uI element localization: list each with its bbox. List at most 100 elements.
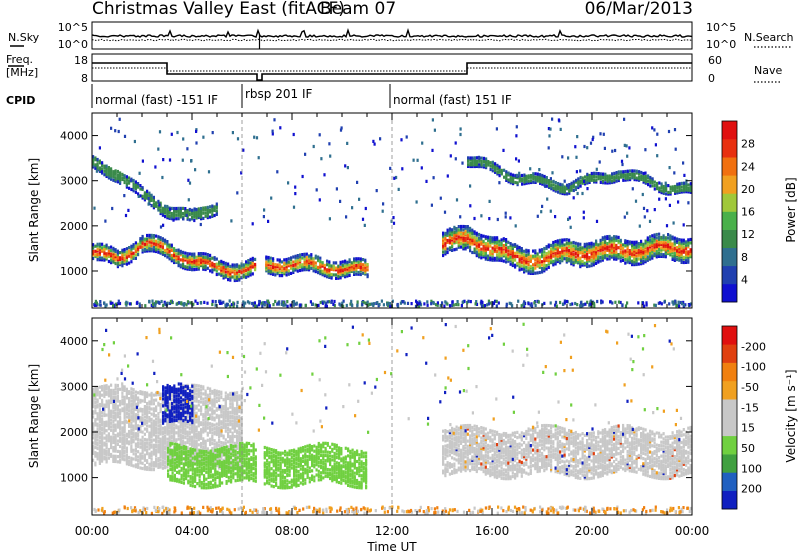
power-cell bbox=[610, 255, 613, 259]
power-cell bbox=[161, 237, 164, 241]
power-cell bbox=[669, 246, 672, 250]
vel-cell bbox=[114, 413, 117, 417]
power-cell bbox=[608, 253, 611, 257]
vel-cell bbox=[157, 393, 160, 397]
vel-cell bbox=[195, 441, 198, 445]
power-cell bbox=[595, 175, 598, 179]
power-cell bbox=[461, 161, 464, 165]
vel-cell bbox=[200, 412, 203, 416]
power-cell bbox=[644, 246, 647, 250]
vel-cell bbox=[119, 458, 122, 462]
power-cell bbox=[561, 302, 565, 306]
power-cell bbox=[294, 261, 297, 265]
vel-cell bbox=[143, 463, 146, 468]
power-cell bbox=[635, 254, 638, 258]
power-cell bbox=[173, 252, 176, 256]
freq-tick-bottom: 8 bbox=[81, 72, 88, 85]
power-cell bbox=[687, 188, 690, 192]
power-cell bbox=[521, 179, 524, 183]
power-cell bbox=[509, 262, 512, 266]
power-cell bbox=[509, 242, 512, 246]
vel-cell bbox=[155, 453, 158, 458]
power-cell bbox=[98, 146, 101, 150]
power-cell bbox=[461, 300, 464, 304]
vel-cell bbox=[103, 391, 106, 395]
vel-cell bbox=[96, 415, 99, 419]
vel-cell bbox=[143, 453, 146, 457]
power-cell bbox=[582, 216, 585, 220]
vel-cell bbox=[202, 387, 205, 391]
power-cell bbox=[475, 245, 478, 249]
power-cell bbox=[548, 184, 551, 188]
power-cell bbox=[505, 241, 508, 245]
power-cell bbox=[448, 234, 451, 238]
power-cell bbox=[568, 183, 571, 187]
power-cell bbox=[487, 257, 490, 262]
power-cell bbox=[514, 244, 517, 248]
vel-cell bbox=[191, 454, 194, 458]
power-cell bbox=[552, 251, 555, 255]
power-cell bbox=[454, 141, 457, 145]
power-cell bbox=[570, 257, 573, 261]
power-cell bbox=[655, 243, 658, 247]
power-cell bbox=[613, 247, 616, 251]
vel-cell bbox=[141, 416, 144, 420]
vel-cell bbox=[164, 407, 167, 411]
power-cell bbox=[92, 156, 95, 160]
power-cell bbox=[502, 252, 505, 256]
vel-cell bbox=[177, 437, 180, 441]
power-cell bbox=[631, 171, 634, 175]
power-cell bbox=[455, 237, 458, 241]
power-cell bbox=[689, 190, 692, 194]
power-cell bbox=[329, 154, 332, 158]
power-cell bbox=[242, 300, 245, 304]
vel-cell bbox=[155, 422, 158, 426]
vel-cell bbox=[119, 432, 122, 436]
power-cell bbox=[547, 257, 550, 261]
power-cell bbox=[484, 248, 487, 253]
power-cell bbox=[563, 252, 566, 256]
power-cell bbox=[154, 304, 157, 308]
power-cell bbox=[658, 181, 661, 185]
power-cell bbox=[267, 262, 270, 266]
power-cell bbox=[191, 252, 194, 256]
power-cell bbox=[335, 261, 338, 265]
power-cell bbox=[570, 248, 573, 252]
power-cell bbox=[276, 272, 279, 276]
power-cell bbox=[247, 267, 250, 271]
power-cell bbox=[685, 243, 688, 247]
power-cell bbox=[200, 262, 203, 266]
power-cell bbox=[186, 210, 189, 214]
power-cell bbox=[236, 270, 239, 274]
power-cell bbox=[671, 254, 674, 258]
power-cell bbox=[662, 253, 665, 257]
power-cell bbox=[515, 157, 518, 161]
power-cell bbox=[460, 231, 463, 235]
power-cell bbox=[487, 302, 490, 306]
power-cell bbox=[317, 265, 320, 269]
power-cell bbox=[170, 215, 173, 219]
power-cell bbox=[680, 240, 683, 244]
power-cell bbox=[169, 299, 172, 304]
power-cell bbox=[676, 246, 679, 250]
power-cell bbox=[536, 262, 539, 266]
vel-cell bbox=[116, 397, 119, 401]
power-cell bbox=[595, 251, 598, 255]
power-cell bbox=[579, 249, 582, 253]
vel-cell bbox=[150, 445, 153, 449]
power-cell bbox=[496, 170, 499, 174]
power-cell bbox=[667, 192, 670, 196]
power-cell bbox=[204, 264, 207, 268]
vel-cell bbox=[137, 464, 140, 468]
power-cell bbox=[483, 304, 487, 308]
power-cell bbox=[110, 175, 113, 180]
power-cell bbox=[200, 208, 203, 212]
vel-cell bbox=[132, 433, 135, 437]
power-cell bbox=[389, 166, 392, 170]
power-cell bbox=[509, 174, 512, 178]
power-cell bbox=[685, 190, 688, 194]
vel-cell bbox=[130, 422, 133, 426]
power-cell bbox=[478, 253, 481, 257]
power-cell bbox=[665, 185, 668, 189]
power-cell bbox=[494, 163, 497, 168]
